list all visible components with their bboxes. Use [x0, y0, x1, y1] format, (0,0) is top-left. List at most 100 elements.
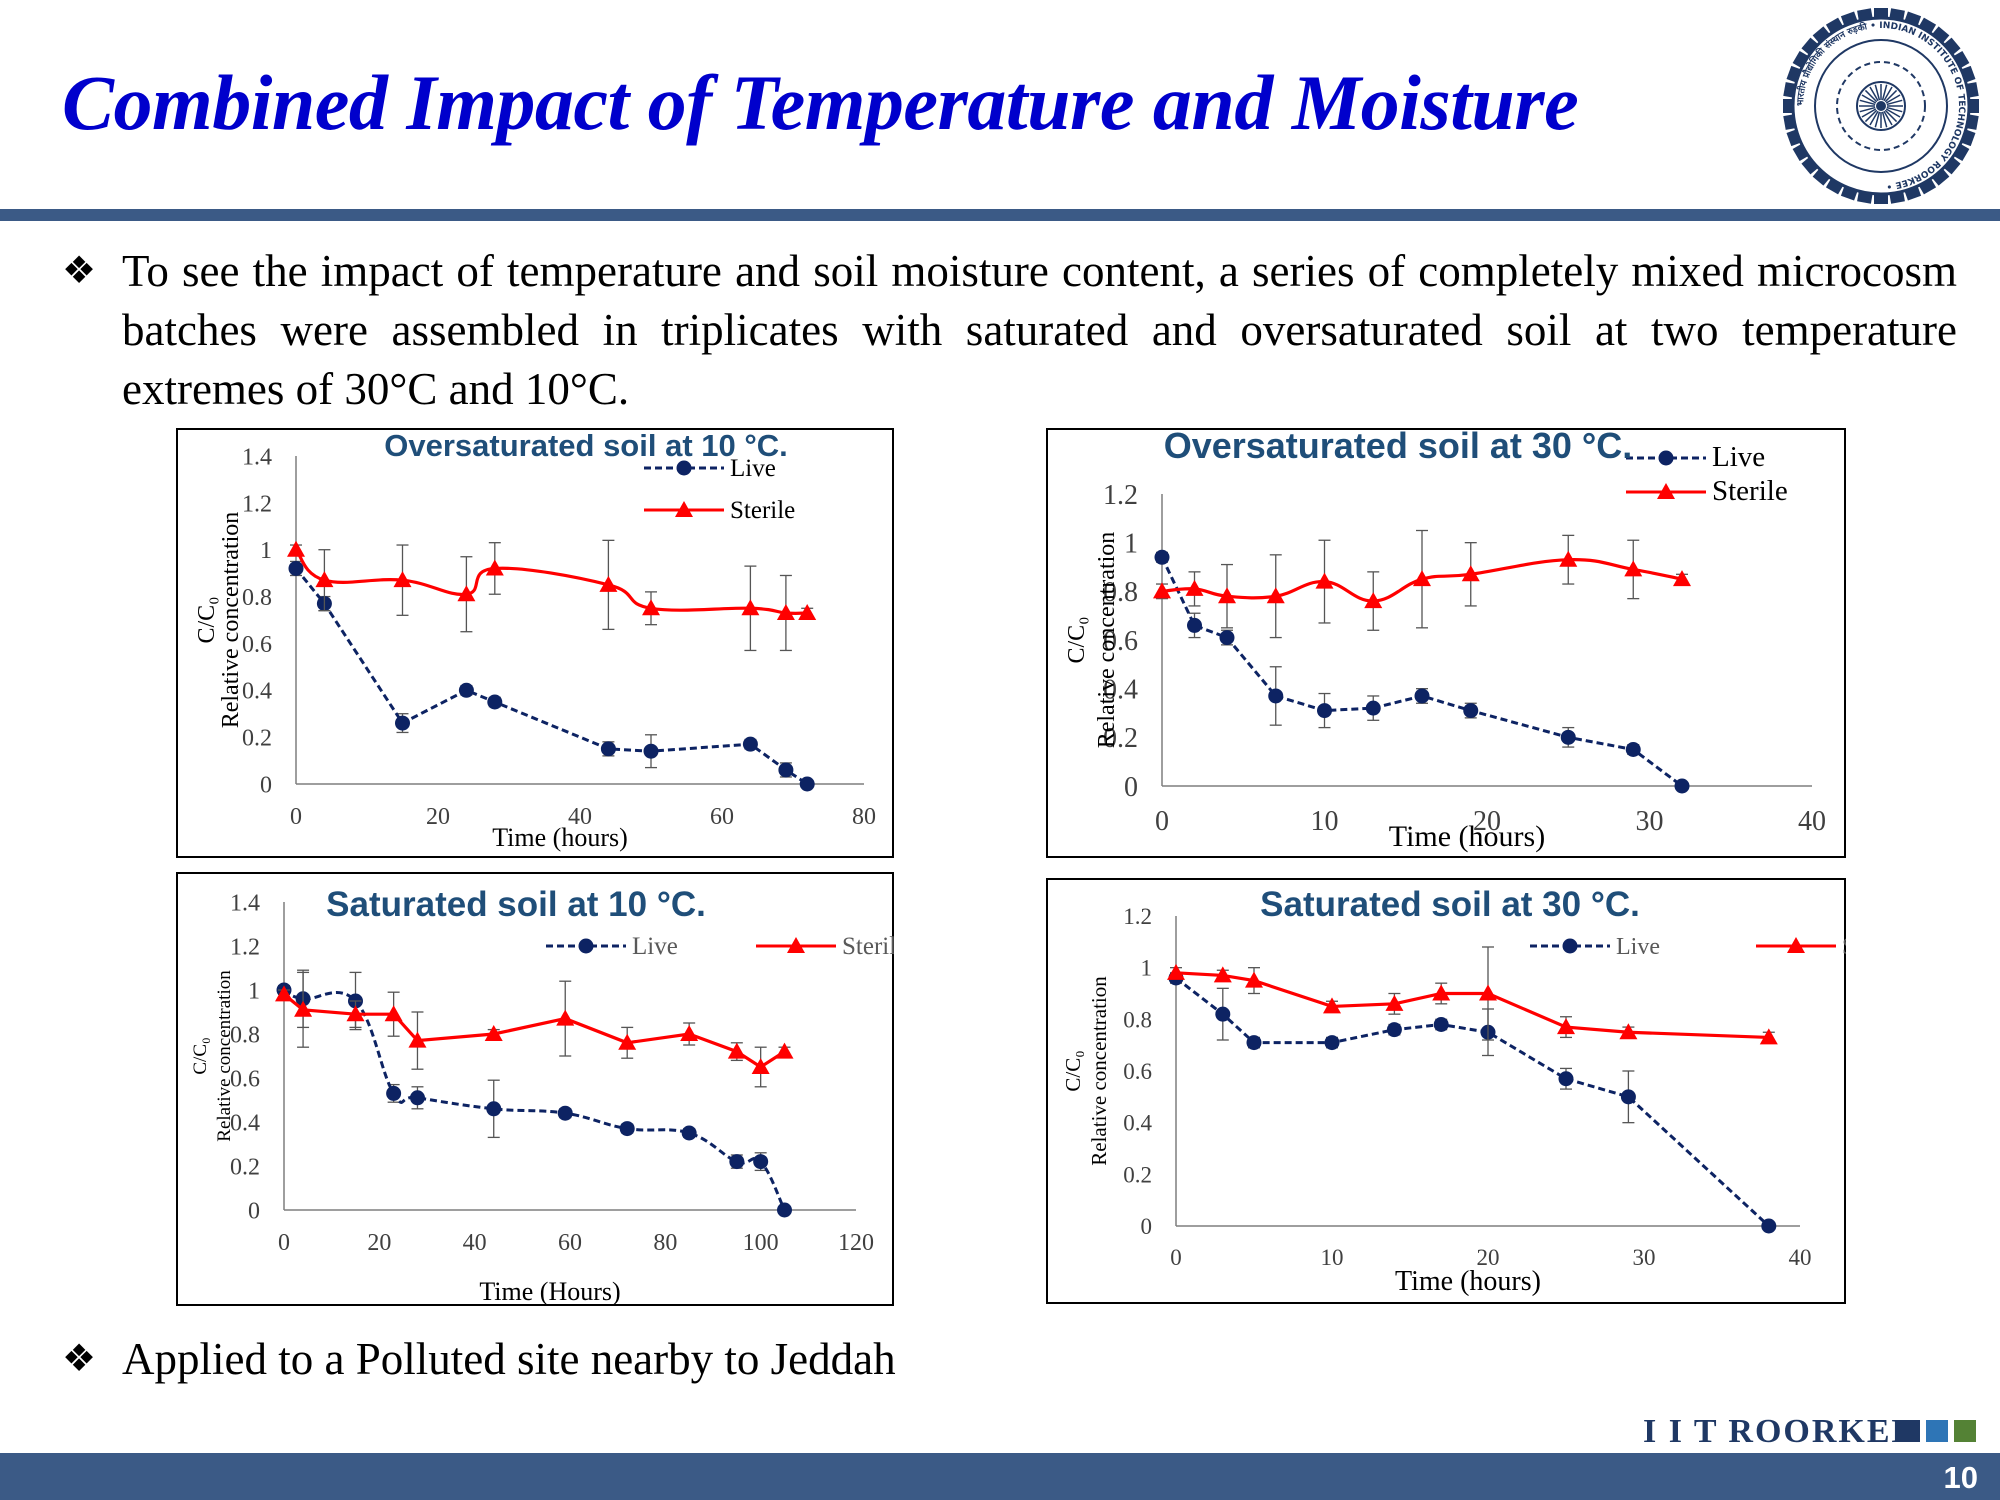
- data-point: [1461, 565, 1480, 582]
- data-point: [1323, 997, 1341, 1014]
- x-tick-label: 10: [1321, 1245, 1344, 1270]
- chart-svg: 0 0.2 0.4 0.6 0.8 1 1.2 1.4 0 20 40 60 80 100 120 Time …: [176, 872, 894, 1306]
- y-tick-label: 1: [248, 978, 260, 1004]
- legend-marker: [675, 501, 693, 517]
- x-tick-label: 40: [1789, 1245, 1812, 1270]
- data-point: [681, 1125, 697, 1141]
- y-tick-label: 0: [1141, 1214, 1153, 1239]
- y-tick-label: 0.6: [242, 632, 272, 658]
- series-sterile: [1167, 946, 1778, 1045]
- data-point: [1759, 1028, 1778, 1045]
- data-point: [777, 1202, 792, 1218]
- data-point: [1153, 582, 1171, 599]
- y-tick-label: 1.2: [1103, 480, 1138, 511]
- chart-svg: 0 0.2 0.4 0.6 0.8 1 1.2 0 10 20 30 40 Time (hours) C/…: [1046, 878, 1846, 1304]
- legend-label: Live: [632, 933, 678, 960]
- y-tick-label: 0.4: [1103, 674, 1138, 705]
- legend-label: Live: [1616, 934, 1660, 960]
- data-point: [619, 1121, 635, 1137]
- y-tick-label: 0: [1124, 772, 1138, 803]
- data-point: [1625, 742, 1641, 757]
- legend-entry: Live: [546, 933, 678, 960]
- y-tick-label: 1: [1124, 528, 1138, 559]
- y-tick-label: 0.8: [230, 1022, 260, 1048]
- data-point: [386, 1085, 402, 1101]
- data-point: [618, 1033, 637, 1050]
- data-point: [775, 1042, 794, 1059]
- y-axis-label: C/C₀: [1064, 616, 1090, 663]
- series-sterile: [1153, 529, 1691, 639]
- legend-marker: [1562, 938, 1578, 954]
- x-tick-label: 60: [710, 804, 734, 830]
- y-tick-label: 0.2: [242, 726, 272, 752]
- legend-entry: Sterile: [1626, 475, 1788, 507]
- y-axis-label: C/C₀: [1061, 1050, 1085, 1091]
- data-point: [1167, 963, 1185, 980]
- legend-marker: [787, 937, 805, 953]
- x-tick-label: 30: [1636, 806, 1664, 837]
- legend-entry: Sterile: [1756, 934, 1846, 960]
- data-point: [1218, 587, 1236, 604]
- x-axis-label: Time (hours): [1389, 820, 1545, 853]
- data-point: [457, 585, 476, 602]
- data-point: [1317, 703, 1332, 719]
- y-tick-label: 0: [260, 772, 272, 798]
- data-point: [1559, 550, 1578, 567]
- data-point: [1364, 592, 1383, 609]
- page-number: 10: [1943, 1460, 1978, 1495]
- data-point: [1154, 549, 1170, 565]
- y-axis-label: Relative concentration: [218, 512, 244, 729]
- bullet-item: ❖ Applied to a Polluted site nearby to J…: [62, 1330, 1962, 1389]
- chart-frame: [1046, 878, 1846, 1304]
- legend-entry: Sterile: [644, 497, 795, 524]
- data-point: [1365, 700, 1381, 716]
- series-line: [1160, 556, 1683, 788]
- data-point: [1215, 1006, 1231, 1022]
- data-point: [1324, 1035, 1340, 1051]
- y-axis-label: C/C₀: [190, 1037, 211, 1074]
- y-tick-label: 0.4: [230, 1110, 260, 1136]
- chart-title: Saturated soil at 10 °C.: [326, 885, 706, 924]
- legend-marker: [578, 938, 594, 954]
- y-axis-label: Relative concentration: [1087, 976, 1111, 1166]
- x-tick-label: 0: [1170, 1245, 1182, 1270]
- data-point: [1761, 1218, 1777, 1234]
- data-point: [742, 736, 758, 752]
- data-point: [799, 776, 815, 792]
- legend-marker: [1787, 937, 1805, 953]
- y-tick-label: 1.4: [230, 890, 260, 916]
- series-line: [283, 988, 786, 1211]
- x-tick-label: 40: [1798, 806, 1826, 837]
- legend-label: Sterile: [1842, 934, 1846, 960]
- data-point: [557, 1105, 573, 1121]
- y-tick-label: 0.4: [1123, 1111, 1152, 1136]
- chart-oversaturated-10c: 0 0.2 0.4 0.6 0.8 1 1.2 1.4 0 20 40 60 80 Time (hours…: [176, 428, 894, 858]
- data-point: [1185, 579, 1204, 596]
- x-tick-label: 0: [278, 1230, 290, 1256]
- data-point: [1674, 778, 1690, 794]
- data-point: [1463, 703, 1479, 719]
- y-tick-label: 1: [1141, 956, 1153, 981]
- data-point: [751, 1058, 770, 1074]
- chart-title: Oversaturated soil at 10 °C.: [384, 428, 788, 463]
- data-point: [294, 1000, 313, 1017]
- x-axis-label: Time (Hours): [479, 1277, 620, 1306]
- data-point: [729, 1154, 745, 1170]
- series-sterile: [287, 539, 817, 652]
- legend-entry: Live: [644, 455, 776, 482]
- legend-label: Live: [730, 455, 776, 482]
- y-axis-label: C/C₀: [194, 596, 220, 643]
- series-line: [294, 567, 809, 786]
- chart-title: Oversaturated soil at 30 °C.: [1164, 428, 1633, 466]
- x-tick-label: 40: [568, 804, 592, 830]
- legend-marker: [1657, 483, 1675, 499]
- data-point: [778, 762, 794, 778]
- y-tick-label: 0.2: [230, 1154, 260, 1180]
- iit-roorkee-logo: भारतीय प्रौद्योगिकी संस्थान रुड़की • IND…: [1770, 6, 1992, 206]
- data-point: [1432, 984, 1451, 1001]
- data-point: [1219, 630, 1235, 646]
- series-live: [288, 560, 815, 792]
- bullet-diamond-icon: ❖: [62, 1338, 97, 1380]
- title-divider: [0, 209, 2000, 221]
- data-point: [409, 1090, 425, 1106]
